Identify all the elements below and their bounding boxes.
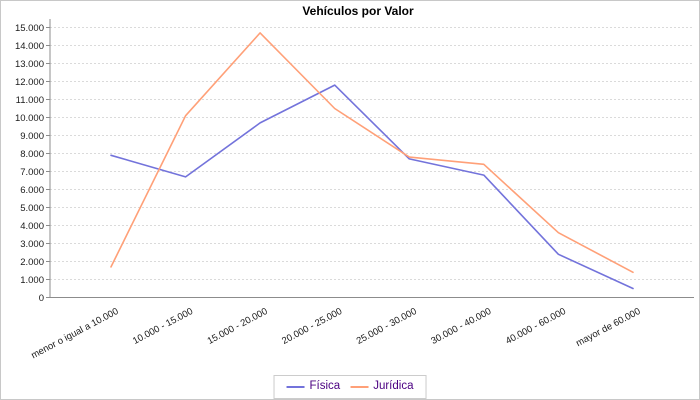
y-tick-label: 5.000 [20,203,44,214]
y-tick-label: 7.000 [20,167,44,178]
y-tick-label: 2.000 [20,257,44,268]
legend: Física Jurídica [273,375,427,399]
y-tick-label: 15.000 [15,23,44,34]
legend-label-fisica: Física [309,380,341,393]
legend-item-fisica: Física [286,380,341,393]
legend-label-juridica: Jurídica [373,380,414,393]
y-tick-label: 10.000 [15,113,44,124]
x-category-label: 40.000 - 60.000 [504,306,568,347]
x-category-label: 25.000 - 30.000 [355,306,419,347]
y-tick-label: 6.000 [20,185,44,196]
y-tick-label: 0 [39,293,44,304]
y-tick-label: 14.000 [15,41,44,52]
x-category-label: 10.000 - 15.000 [131,306,195,347]
y-tick-label: 13.000 [15,59,44,70]
legend-item-juridica: Jurídica [350,381,413,393]
juridica-line-swatch [350,386,369,388]
x-category-label: 15.000 - 20.000 [206,306,270,347]
x-category-label: menor o igual a 10.000 [29,306,120,361]
y-tick-label: 8.000 [20,149,44,160]
chart-title: Vehículos por Valor [302,4,414,18]
y-tick-label: 4.000 [20,221,44,232]
fisica-line-swatch [286,386,305,388]
y-tick-label: 12.000 [15,77,44,88]
series-line-fisica [110,84,634,290]
x-category-label: 20.000 - 25.000 [280,306,344,347]
series-line-juridica [110,32,634,274]
y-tick-label: 3.000 [20,239,44,250]
y-tick-label: 11.000 [16,95,44,106]
y-tick-label: 9.000 [20,131,44,142]
y-tick-label: 1.000 [20,275,44,286]
x-category-label: 30.000 - 40.000 [429,306,493,347]
x-category-label: mayor de 60.000 [574,306,642,349]
